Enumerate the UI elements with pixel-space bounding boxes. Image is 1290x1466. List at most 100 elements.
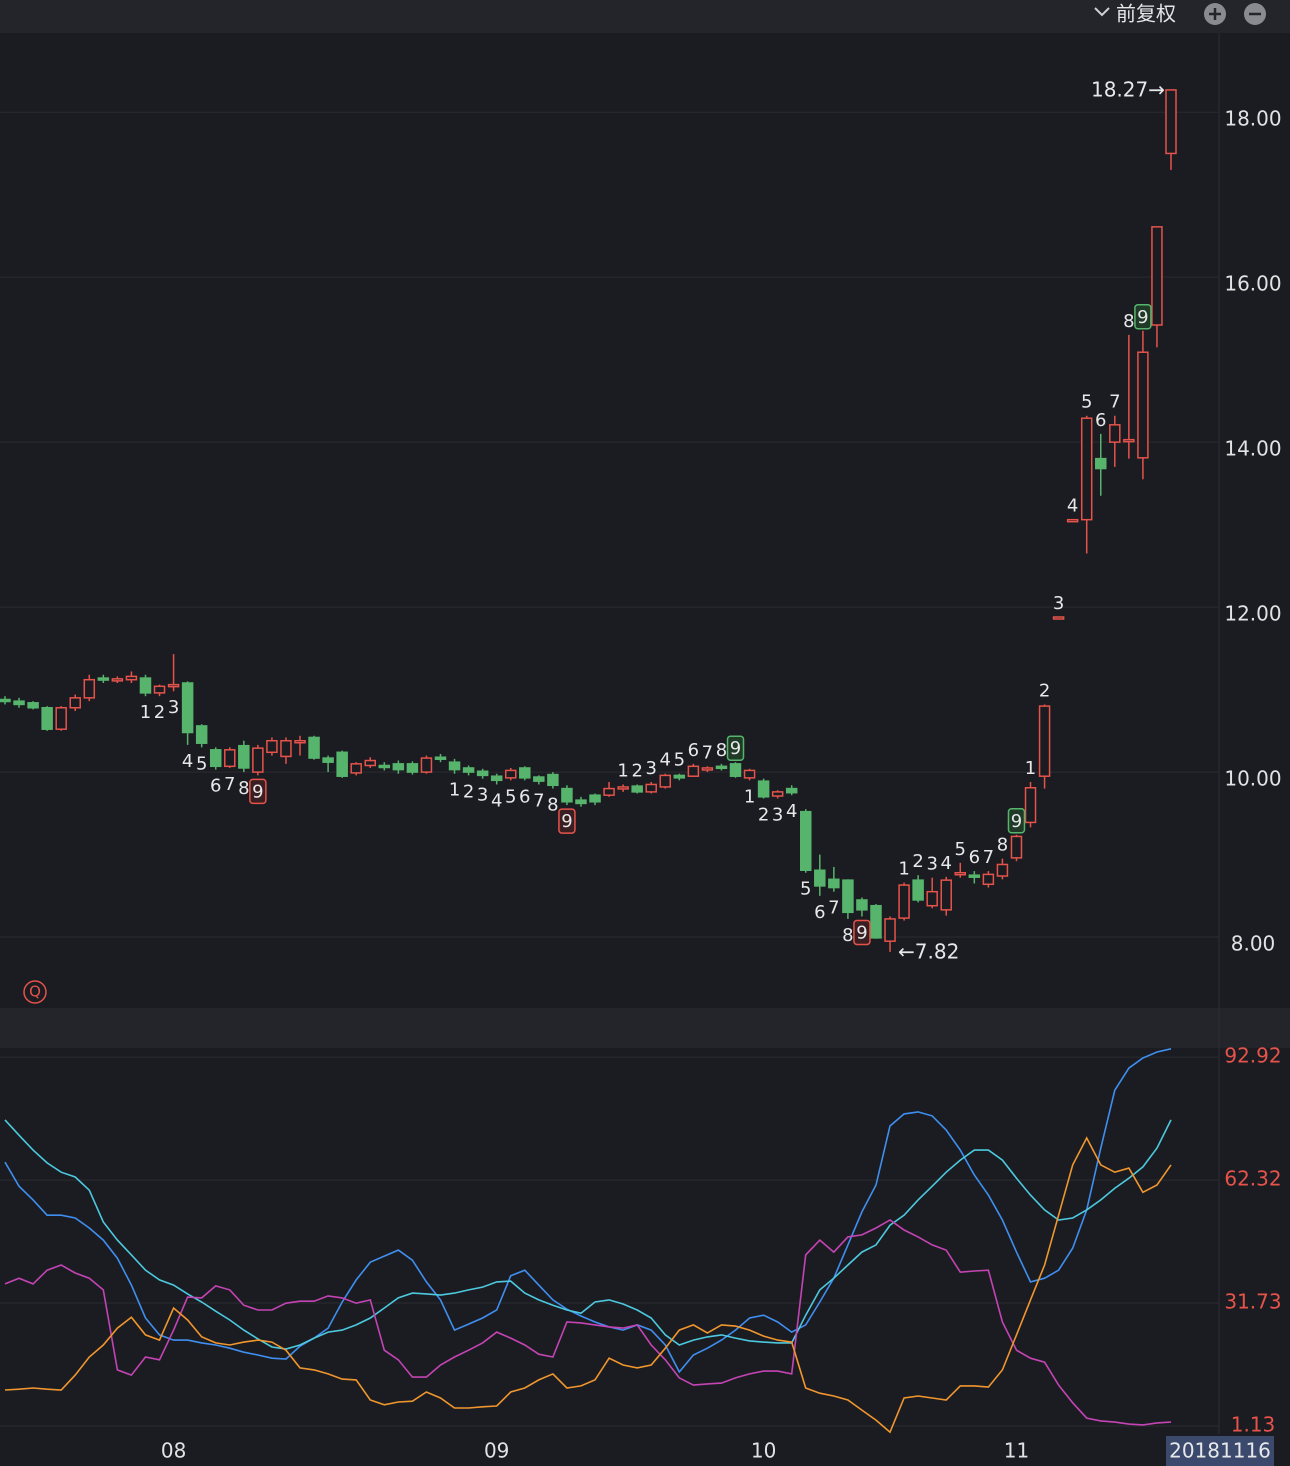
candle-body	[209, 749, 222, 768]
crosshair-date-bg	[1166, 1436, 1274, 1466]
td-buy-count: 9	[561, 811, 572, 832]
candle-body	[1165, 89, 1177, 155]
candle-body	[954, 871, 967, 876]
td-sell-count: 3	[645, 758, 656, 779]
td-sell-count: 3	[1053, 593, 1064, 614]
td-buy-count: 4	[491, 790, 502, 811]
td-sell-count: 5	[674, 750, 685, 771]
td-buy-count: 5	[196, 753, 207, 774]
y-tick-label: 18.00	[1224, 107, 1281, 131]
y-tick-label: 14.00	[1224, 437, 1281, 461]
indicator-line	[4, 1119, 1172, 1350]
candle-body	[1095, 457, 1107, 470]
candle-body	[448, 761, 461, 771]
td-nine-box	[249, 778, 267, 805]
zoom-out[interactable]	[1244, 3, 1266, 25]
td-buy-count: 8	[547, 795, 558, 816]
y-tick-label: 31.73	[1224, 1290, 1281, 1314]
td-buy-count: 1	[449, 780, 460, 801]
max-annotation: 18.27→	[1091, 77, 1165, 101]
td-sell-count: 6	[688, 740, 699, 761]
candle-body	[631, 785, 643, 793]
y-tick-label: 12.00	[1224, 602, 1281, 626]
candle-body	[982, 873, 995, 886]
candle-body	[996, 863, 1009, 877]
candles	[0, 89, 1177, 952]
candle-body	[364, 759, 377, 767]
td-buy-count: 7	[224, 774, 235, 795]
td-sell-count: 7	[702, 742, 713, 763]
candle-body	[701, 767, 714, 771]
candle-body	[603, 787, 615, 796]
td-sell-count: 5	[1081, 392, 1092, 413]
td-sell-count: 6	[969, 847, 980, 868]
candle-body	[27, 702, 39, 709]
candle-body	[687, 765, 700, 777]
candle-body	[167, 683, 180, 688]
candle-body	[799, 810, 812, 871]
td-sell-count: 9	[730, 738, 741, 759]
candle-body	[420, 757, 433, 773]
candle-body	[476, 770, 489, 777]
candle-body	[547, 773, 559, 787]
candle-body	[729, 763, 742, 777]
candle-body	[308, 736, 320, 759]
candle-body	[1137, 351, 1149, 459]
td-sell-count: 4	[1067, 496, 1078, 517]
candle-body	[294, 739, 306, 744]
candle-body	[490, 775, 503, 782]
td-nine-box	[726, 735, 745, 761]
adjust-selector[interactable]: 前复权	[1116, 2, 1176, 26]
td-sell-count: 2	[1039, 680, 1050, 701]
candle-body	[55, 706, 67, 730]
candle-body	[926, 890, 938, 907]
candle-body	[1080, 417, 1093, 521]
zoom-in[interactable]	[1204, 3, 1226, 25]
candle-body	[504, 769, 517, 779]
candle-body	[645, 783, 657, 793]
td-buy-count: 4	[786, 801, 797, 822]
candle-body	[69, 697, 81, 709]
candle-body	[940, 879, 952, 911]
td-buy-count: 2	[154, 702, 165, 723]
td-sell-count: 2	[912, 851, 923, 872]
candle-body	[659, 774, 672, 788]
badge: Q	[23, 980, 47, 1004]
candle-body	[1052, 616, 1065, 620]
candle-body	[280, 739, 292, 758]
badge-text: Q	[29, 983, 41, 1001]
td-sell-count: 9	[1011, 811, 1022, 832]
td-sell-count: 7	[1109, 392, 1120, 413]
td-sell-count: 3	[926, 854, 937, 875]
indicator-line	[4, 1219, 1172, 1426]
indicator-line	[4, 1048, 1172, 1374]
candle-body	[125, 675, 138, 681]
dropdown-chevron[interactable]	[1094, 7, 1110, 17]
candle-body	[13, 700, 25, 706]
td-buy-count: 9	[856, 922, 867, 943]
x-tick-label: 11	[1004, 1439, 1029, 1463]
candle-body	[1010, 835, 1023, 859]
x-tick-label: 09	[484, 1439, 509, 1463]
td-sell-count: 1	[617, 760, 628, 781]
candle-body	[97, 677, 110, 681]
td-buy-count: 6	[210, 776, 221, 797]
candle-body	[83, 678, 96, 699]
td-sell-count: 4	[941, 853, 952, 874]
td-buy-count: 9	[252, 781, 263, 802]
td-sell-count: 2	[631, 760, 642, 781]
candle-body	[715, 765, 728, 770]
td-buy-count: 1	[140, 702, 151, 723]
candle-body	[1066, 518, 1079, 523]
candle-body	[912, 879, 924, 901]
candle-body	[406, 763, 419, 773]
td-nine-box	[853, 919, 871, 946]
candle-body	[1151, 226, 1163, 326]
candle-body	[617, 786, 629, 790]
candle-body	[336, 751, 348, 777]
td-buy-count: 3	[168, 697, 179, 718]
td-buy-count: 7	[828, 898, 839, 919]
candle-body	[743, 769, 756, 779]
